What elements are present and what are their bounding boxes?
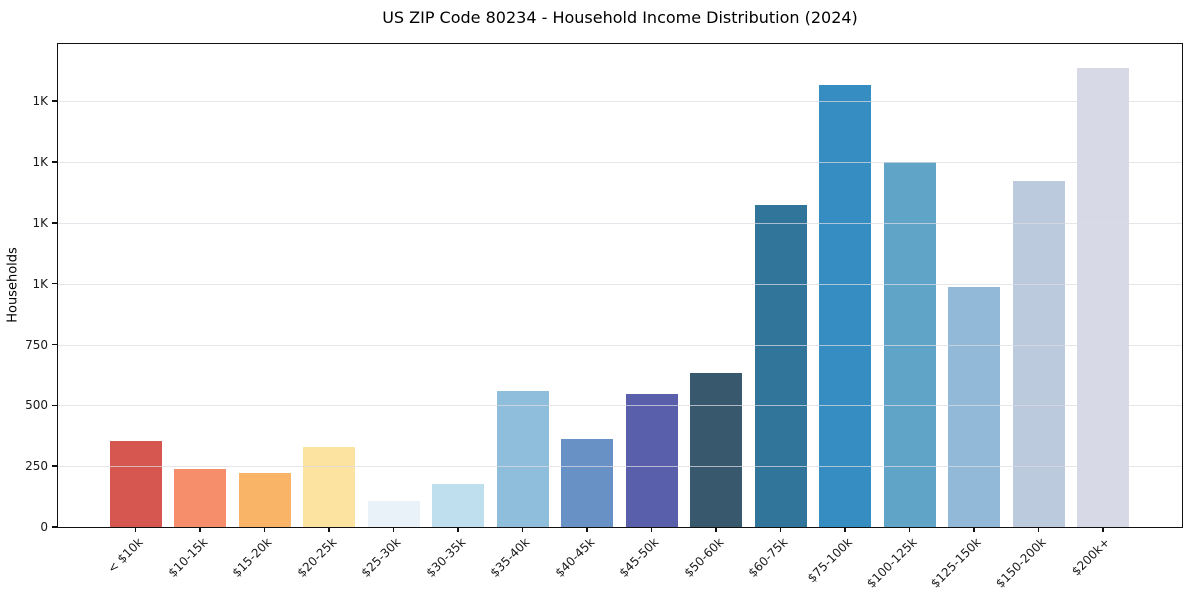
bar-$125-150k bbox=[948, 287, 1000, 527]
x-tick-mark bbox=[908, 527, 911, 532]
bar-$150-200k bbox=[1012, 181, 1065, 527]
y-tick-mark bbox=[51, 465, 57, 467]
bar-$45-50k bbox=[625, 394, 678, 527]
x-tick-mark bbox=[779, 527, 782, 532]
x-tick-label: $20-25k bbox=[294, 535, 339, 580]
x-tick-mark bbox=[263, 527, 266, 532]
x-tick-mark bbox=[457, 527, 459, 532]
bar-$25-30k bbox=[367, 501, 420, 527]
bar-$10-15k bbox=[174, 468, 226, 527]
plot-area: 0 250 500 750 1K 1K 1K 1K < $10k $10-15k $15-20k $2… bbox=[25, 43, 1183, 590]
chart-title: US ZIP Code 80234 - Household Income Dis… bbox=[382, 8, 858, 27]
x-tick-label: $30-35k bbox=[423, 535, 468, 580]
y-tick-label: 250 bbox=[25, 459, 48, 474]
y-axis-label: Households bbox=[5, 247, 21, 323]
bar-$35-40k bbox=[496, 390, 549, 527]
x-tick-label: $100-125k bbox=[863, 535, 920, 590]
y-tick-label: 1K bbox=[32, 155, 48, 169]
x-tick-label: $40-45k bbox=[552, 535, 597, 580]
x-tick-mark bbox=[199, 527, 201, 532]
x-tick-label: $75-100k bbox=[804, 535, 855, 586]
x-tick-label: $15-20k bbox=[229, 535, 275, 580]
x-tick-label: $60-75k bbox=[745, 535, 791, 580]
x-tick-mark bbox=[844, 527, 846, 532]
x-tick-mark bbox=[392, 527, 395, 532]
y-tick-label: 0 bbox=[40, 520, 48, 534]
y-tick-label: 500 bbox=[25, 398, 48, 413]
y-tick-mark bbox=[51, 526, 57, 528]
bar-$30-35k bbox=[432, 483, 484, 527]
x-tick-label: $25-30k bbox=[358, 535, 404, 580]
x-tick-mark bbox=[521, 527, 524, 532]
x-tick-label: $200k+ bbox=[1069, 535, 1113, 579]
x-tick-label: $125-150k bbox=[928, 535, 984, 590]
x-tick-label: < $10k bbox=[104, 535, 146, 576]
x-tick-label: $35-40k bbox=[487, 535, 533, 580]
x-tick-mark bbox=[586, 527, 588, 532]
x-tick-mark bbox=[650, 527, 653, 532]
bar-$40-45k bbox=[561, 438, 613, 527]
bar-$20-25k bbox=[303, 446, 355, 527]
x-tick-label: $150-200k bbox=[992, 535, 1049, 590]
bar-< $10k bbox=[109, 440, 162, 527]
x-tick-mark bbox=[973, 527, 975, 532]
y-tick-mark bbox=[51, 161, 57, 163]
x-tick-label: $10-15k bbox=[165, 535, 210, 580]
y-tick-mark bbox=[51, 282, 57, 285]
bar-$50-60k bbox=[690, 372, 742, 527]
x-tick-label: $45-50k bbox=[616, 535, 662, 580]
y-tick-label: 1K bbox=[32, 276, 48, 291]
x-tick-mark bbox=[1102, 527, 1104, 532]
gridline bbox=[58, 162, 1182, 163]
y-tick-label: 1K bbox=[32, 94, 48, 109]
y-tick-label: 1K bbox=[32, 215, 48, 230]
y-tick-mark bbox=[51, 343, 57, 346]
x-tick-mark bbox=[715, 527, 717, 532]
bar-$100-125k bbox=[883, 162, 936, 527]
x-tick-mark bbox=[328, 527, 330, 532]
y-tick-label: 750 bbox=[25, 337, 48, 352]
bar-$15-20k bbox=[238, 473, 291, 527]
x-tick-label: $50-60k bbox=[681, 535, 726, 580]
bar-$200k+ bbox=[1077, 68, 1129, 527]
y-tick-mark bbox=[51, 404, 57, 407]
gridline bbox=[58, 101, 1182, 103]
bar-$60-75k bbox=[754, 204, 807, 527]
y-tick-mark bbox=[51, 222, 57, 224]
x-tick-mark bbox=[134, 527, 137, 532]
x-tick-mark bbox=[1037, 527, 1040, 532]
bar-$75-100k bbox=[819, 85, 871, 527]
y-tick-mark bbox=[51, 100, 57, 102]
